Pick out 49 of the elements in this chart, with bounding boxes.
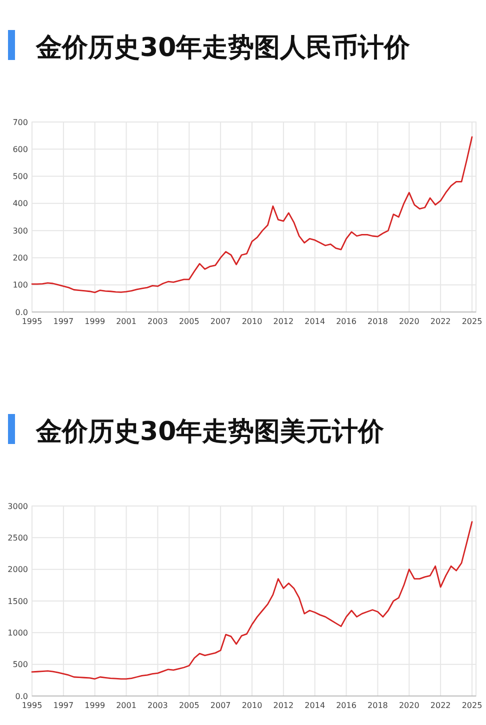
x-tick-label: 2018 bbox=[368, 701, 388, 710]
x-tick-label: 1999 bbox=[84, 701, 106, 710]
x-tick-label: 2022 bbox=[430, 317, 451, 326]
x-tick-label: 1999 bbox=[84, 317, 106, 326]
y-tick-label: 600 bbox=[12, 144, 28, 154]
x-tick-label: 2001 bbox=[116, 701, 136, 710]
chart-title: 金价历史30年走势图人民币计价 bbox=[35, 33, 412, 63]
y-tick-label: 2000 bbox=[8, 565, 28, 574]
y-tick-label: 3000 bbox=[8, 502, 28, 511]
x-tick-label: 2022 bbox=[430, 701, 451, 710]
y-tick-label: 300 bbox=[12, 226, 28, 236]
x-tick-label: 2003 bbox=[148, 317, 168, 326]
x-tick-label: 2025 bbox=[462, 317, 482, 326]
y-tick-label: 1500 bbox=[8, 596, 28, 606]
y-tick-label: 700 bbox=[12, 118, 28, 127]
x-tick-label: 2007 bbox=[210, 317, 231, 326]
x-tick-label: 1997 bbox=[53, 701, 74, 710]
y-tick-label: 0.0 bbox=[15, 308, 28, 317]
x-tick-label: 1997 bbox=[53, 317, 74, 326]
y-tick-label: 1000 bbox=[8, 628, 28, 638]
x-tick-label: 2016 bbox=[336, 317, 356, 326]
y-tick-label: 500 bbox=[12, 660, 28, 670]
y-tick-label: 200 bbox=[12, 254, 28, 263]
x-tick-label: 1995 bbox=[22, 701, 42, 710]
x-tick-label: 2025 bbox=[462, 701, 482, 710]
x-tick-label: 2020 bbox=[398, 317, 420, 326]
x-tick-label: 2005 bbox=[178, 317, 200, 326]
y-tick-label: 500 bbox=[12, 172, 28, 182]
x-tick-label: 2012 bbox=[273, 317, 294, 326]
x-tick-label: 2010 bbox=[242, 701, 262, 710]
y-tick-label: 400 bbox=[12, 199, 28, 208]
x-tick-label: 2012 bbox=[273, 701, 294, 710]
x-tick-label: 2005 bbox=[178, 701, 200, 710]
x-tick-label: 2007 bbox=[210, 701, 231, 710]
x-tick-label: 2014 bbox=[304, 701, 326, 710]
line-series bbox=[31, 136, 473, 294]
x-tick-label: 2014 bbox=[304, 317, 326, 326]
chart-title: 金价历史30年走势图美元计价 bbox=[35, 417, 386, 447]
y-tick-label: 2500 bbox=[8, 533, 28, 542]
y-tick-label: 0.0 bbox=[15, 692, 28, 701]
x-tick-label: 2018 bbox=[368, 317, 388, 326]
x-tick-label: 2016 bbox=[336, 701, 356, 710]
x-tick-label: 1995 bbox=[22, 317, 42, 326]
x-tick-label: 2020 bbox=[398, 701, 420, 710]
x-tick-label: 2003 bbox=[148, 701, 168, 710]
x-tick-label: 2010 bbox=[242, 317, 262, 326]
x-tick-label: 2001 bbox=[116, 317, 136, 326]
line-series bbox=[31, 521, 473, 680]
y-tick-label: 100 bbox=[12, 280, 28, 290]
